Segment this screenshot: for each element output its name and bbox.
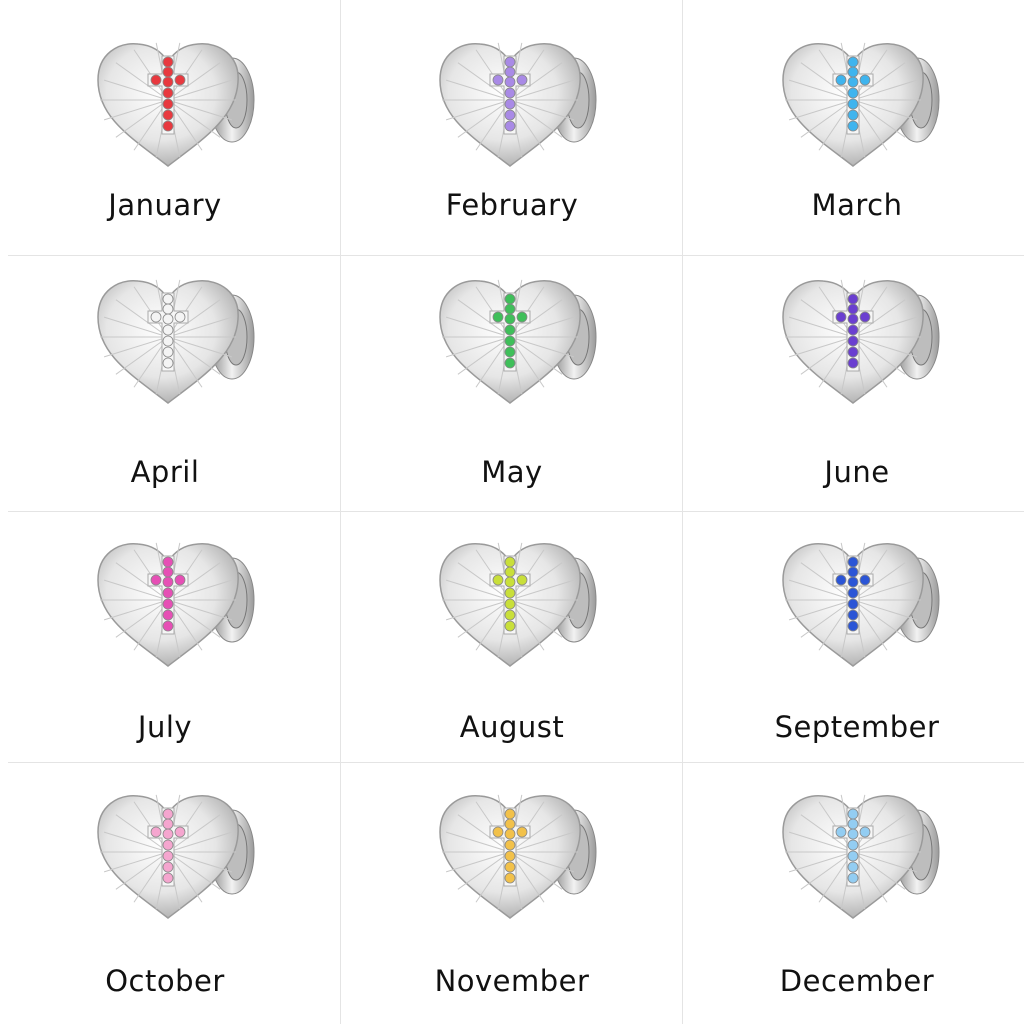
heart-charm-image: [97, 42, 255, 167]
heart-charm-image: [97, 794, 255, 919]
heart-charm-image: [782, 542, 940, 667]
heart-charm-image: [782, 279, 940, 404]
month-label: October: [105, 964, 225, 998]
heart-charm-image: [97, 279, 255, 404]
month-label: August: [459, 710, 565, 744]
month-label: November: [434, 964, 590, 998]
grid-divider: [8, 511, 1024, 512]
month-label: January: [108, 188, 222, 222]
grid-divider: [340, 0, 341, 1024]
month-label: February: [445, 188, 579, 222]
month-label: May: [481, 455, 543, 489]
heart-charm-image: [439, 279, 597, 404]
grid-divider: [8, 762, 1024, 763]
grid-divider: [8, 255, 1024, 256]
heart-charm-image: [439, 542, 597, 667]
heart-charm-image: [782, 42, 940, 167]
month-label: September: [774, 710, 940, 744]
heart-charm-image: [439, 794, 597, 919]
month-label: April: [130, 455, 200, 489]
month-label: December: [779, 964, 935, 998]
heart-charm-image: [97, 542, 255, 667]
month-label: July: [137, 710, 193, 744]
heart-charm-image: [439, 42, 597, 167]
month-label: March: [811, 188, 903, 222]
month-label: June: [824, 455, 890, 489]
heart-charm-image: [782, 794, 940, 919]
grid-divider: [682, 0, 683, 1024]
